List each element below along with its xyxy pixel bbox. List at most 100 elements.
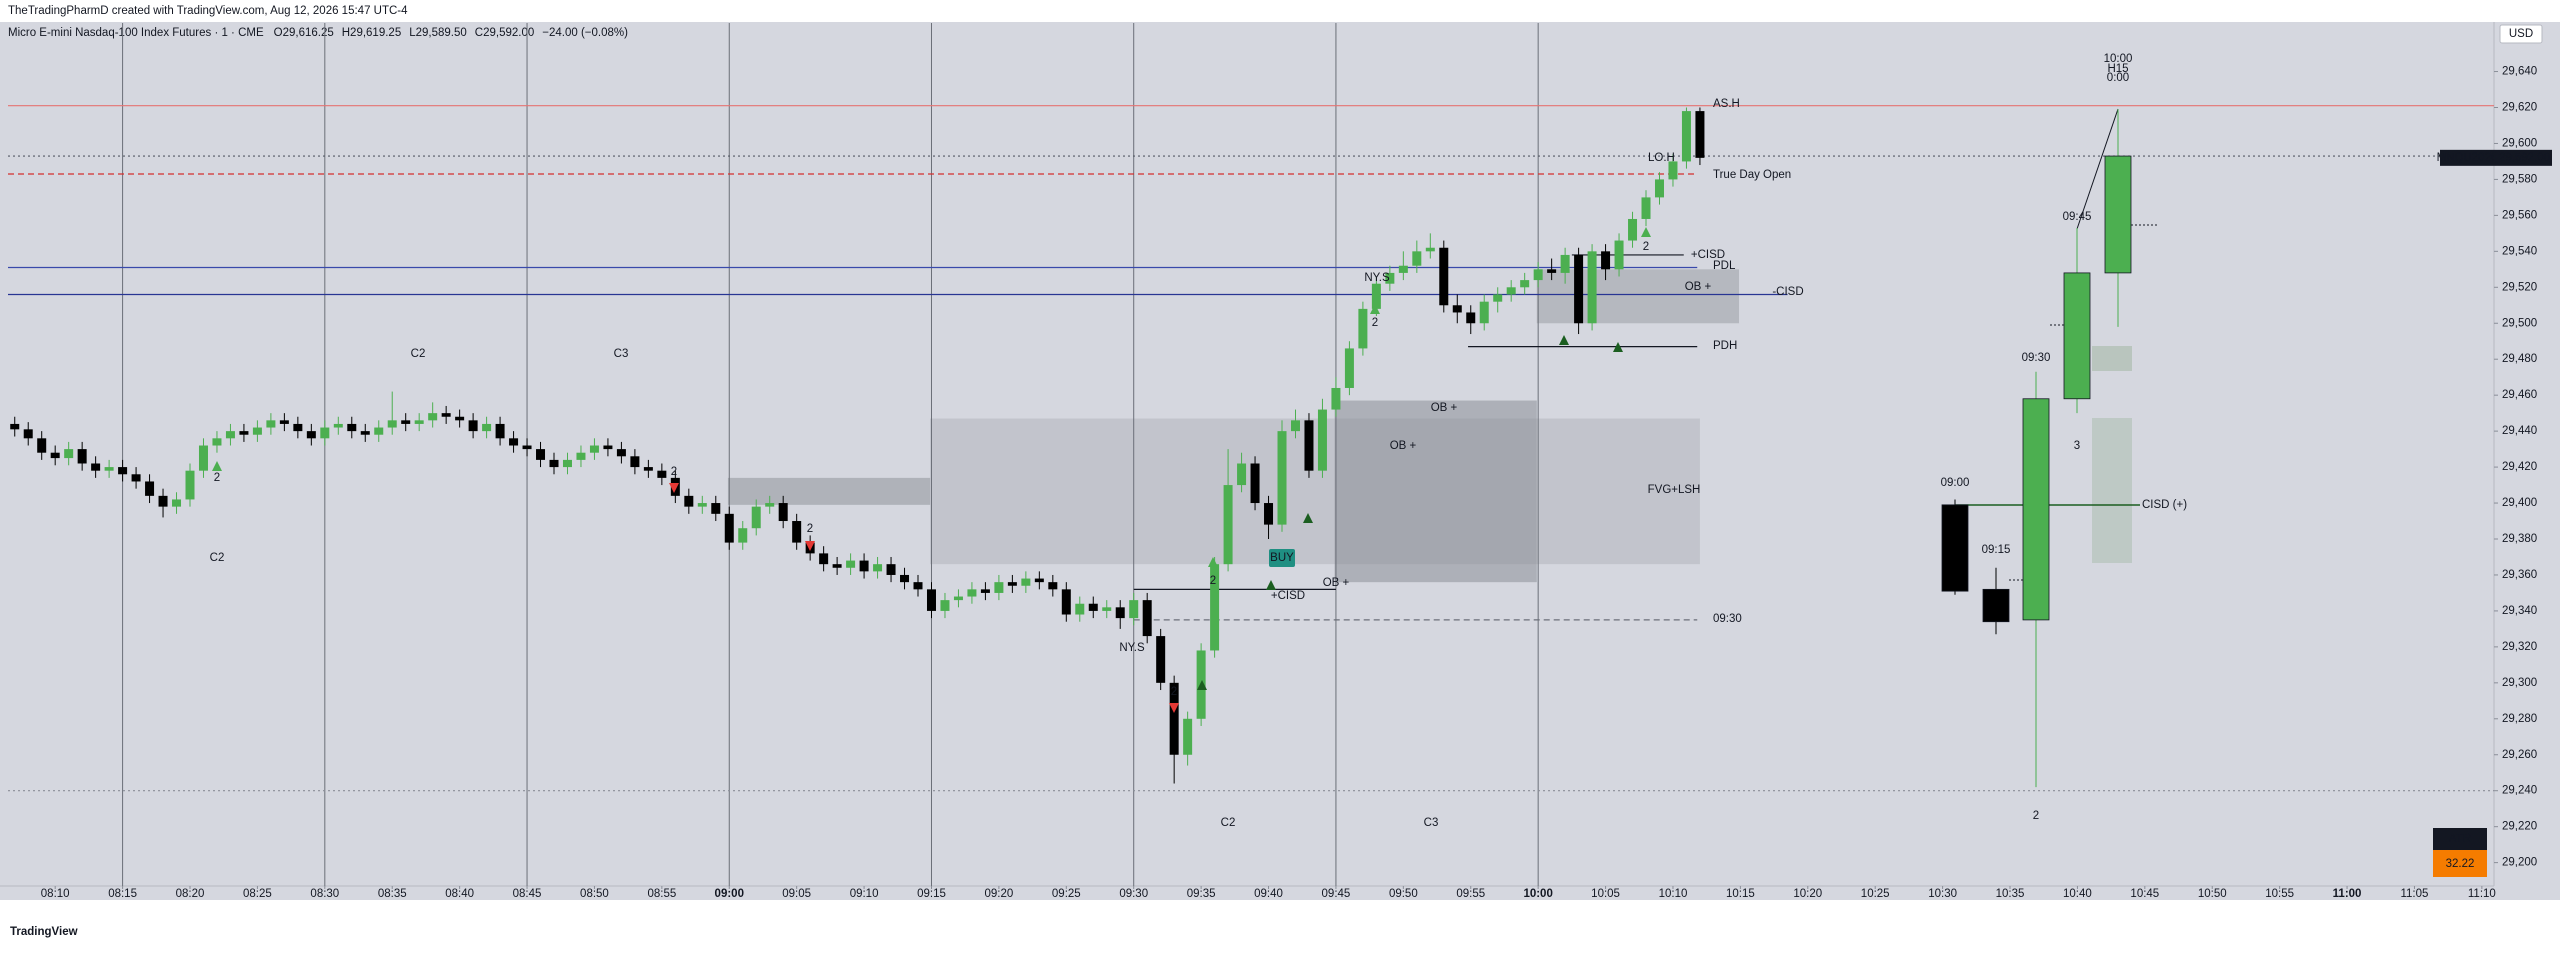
candle-body: [1695, 111, 1705, 158]
candle-body: [1439, 247, 1449, 306]
signal-marker: [1641, 227, 1651, 237]
candle-body: [1654, 179, 1664, 198]
candle-body: [1425, 247, 1435, 252]
y-tick-label: 29,540: [2502, 245, 2537, 257]
candle-body: [697, 503, 707, 507]
candle-body: [306, 431, 316, 439]
candle-body: [1034, 578, 1044, 583]
candle-body: [1668, 161, 1678, 180]
y-tick-label: 29,360: [2502, 569, 2537, 581]
candle-body: [1614, 240, 1624, 270]
candle-body: [468, 420, 478, 432]
annotation: AS.H: [1713, 98, 1740, 110]
candle-body: [616, 449, 626, 457]
candle-body: [980, 589, 990, 593]
candle-body: [738, 528, 748, 543]
candle-body: [1129, 600, 1139, 619]
candle-body: [495, 423, 505, 439]
htf-zone: [2092, 418, 2132, 563]
candle-body: [684, 495, 694, 507]
signal-marker: [1370, 304, 1380, 314]
candle-body: [293, 423, 303, 432]
candle-body: [360, 431, 370, 435]
candle-body: [562, 459, 572, 468]
annotation: C2: [411, 348, 426, 360]
annotation: 2: [1171, 686, 1177, 698]
zone: [930, 418, 1700, 565]
candle-body: [1385, 272, 1395, 284]
candle-body: [1452, 305, 1462, 313]
annotation: 2: [1372, 317, 1378, 329]
y-tick-label: 29,220: [2502, 821, 2537, 833]
htf-body: [2063, 272, 2091, 400]
annotation: NY.S: [1119, 642, 1145, 654]
symbol-tag: MNQU2026: [2437, 152, 2498, 164]
atr-label: ATR: [2449, 833, 2471, 845]
candle-body: [266, 420, 276, 428]
candle-body: [724, 513, 734, 543]
candle-body: [1587, 251, 1597, 324]
y-tick-label: 29,620: [2502, 102, 2537, 114]
trend-line: [2076, 108, 2119, 230]
candle-body: [1169, 682, 1179, 755]
annotation: OB +: [1431, 402, 1458, 414]
candle-body: [1344, 348, 1354, 388]
candle-body: [50, 452, 60, 459]
htf-label: 09:15: [1982, 544, 2011, 556]
x-tick-label: 10:35: [1996, 888, 2025, 900]
htf-label: 09:00: [1941, 477, 1970, 489]
y-tick-label: 29,380: [2502, 533, 2537, 545]
price-axis-background: [2494, 22, 2560, 900]
htf-body: [2104, 155, 2132, 274]
annotation: 2: [807, 523, 813, 535]
annotation: 2: [671, 466, 677, 478]
x-tick-label: 08:50: [580, 888, 609, 900]
x-tick-label: 11:00: [2333, 888, 2362, 900]
candle-body: [414, 420, 424, 424]
x-tick-label: 09:40: [1254, 888, 1283, 900]
signal-marker: [212, 461, 222, 471]
annotation: PDL: [1713, 260, 1736, 272]
candle-body: [441, 413, 451, 417]
candle-body: [1021, 578, 1031, 586]
candle-body: [1183, 718, 1193, 755]
symbol-tag-bg: [2440, 149, 2494, 166]
candle-body: [239, 431, 249, 435]
annotation: LO.H: [1648, 152, 1675, 164]
y-tick-label: 29,600: [2502, 137, 2537, 149]
y-tick-label: 29,500: [2502, 317, 2537, 329]
signal-marker: [669, 483, 679, 493]
annotation: BUY: [1270, 552, 1294, 564]
ohlc-readout: C29,592.00: [475, 27, 534, 39]
candle-body: [549, 459, 559, 468]
candle-body: [1628, 218, 1638, 241]
candle-body: [994, 582, 1004, 593]
annotation: C3: [614, 348, 629, 360]
candle-body: [751, 506, 761, 529]
candle-body: [1317, 409, 1327, 471]
candle-body: [1466, 312, 1476, 324]
annotation: -CISD: [1772, 286, 1803, 298]
buy-badge: [1269, 549, 1295, 567]
x-tick-label: 10:10: [1659, 888, 1688, 900]
candle-body: [859, 560, 869, 572]
annotation: +CISD: [1271, 590, 1305, 602]
candle-body: [900, 574, 910, 583]
candle-body: [778, 503, 788, 522]
signal-marker: [1559, 335, 1569, 345]
candle-body: [212, 438, 222, 446]
x-tick-label: 09:00: [715, 888, 744, 900]
x-tick-label: 08:20: [176, 888, 205, 900]
annotation: FVG+LSH: [1648, 484, 1701, 496]
candle-body: [1075, 603, 1085, 615]
x-tick-label: 09:05: [782, 888, 811, 900]
chart-title: Micro E-mini Nasdaq-100 Index Futures · …: [8, 27, 264, 39]
candle-body: [643, 467, 653, 471]
candle-body: [1115, 607, 1125, 619]
y-tick-label: 29,300: [2502, 677, 2537, 689]
candle-body: [967, 589, 977, 597]
candle-body: [576, 452, 586, 460]
candle-body: [940, 600, 950, 611]
